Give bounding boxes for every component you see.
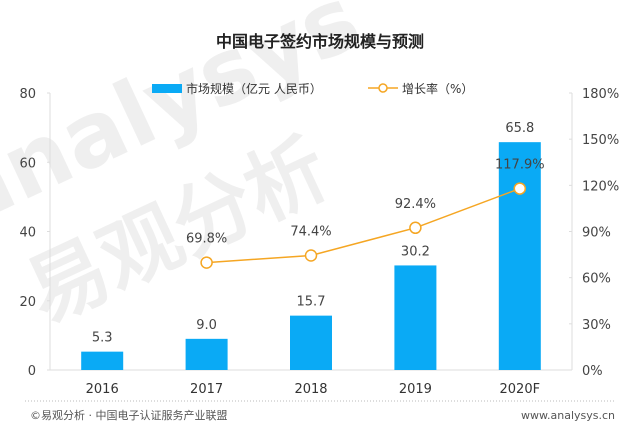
bar-value-label: 15.7	[297, 295, 326, 310]
bar-value-label: 30.2	[401, 244, 430, 259]
legend-bar-label: 市场规模（亿元 人民币）	[186, 81, 322, 96]
bar	[498, 142, 541, 370]
right-tick-label: 30%	[582, 318, 611, 333]
legend-bar-swatch	[152, 84, 182, 93]
growth-point	[200, 256, 213, 269]
left-tick-label: 40	[19, 226, 36, 241]
growth-value-label: 117.9%	[495, 158, 545, 173]
growth-line	[206, 187, 521, 264]
x-tick-label: 2020F	[500, 382, 541, 397]
bar-value-label: 5.3	[92, 331, 113, 346]
right-axis-ticks: 0% 30% 60% 90% 120% 150% 180%	[569, 87, 619, 379]
bar	[81, 351, 124, 370]
growth-point	[304, 249, 318, 262]
right-tick-label: 120%	[582, 179, 619, 194]
bar	[394, 265, 437, 370]
legend-line-label: 增长率（%）	[402, 81, 473, 96]
bar	[185, 338, 228, 370]
left-tick-label: 60	[19, 156, 36, 171]
growth-value-label: 69.8%	[186, 232, 227, 247]
right-tick-label: 180%	[582, 87, 619, 102]
left-tick-label: 80	[19, 87, 36, 102]
bar	[290, 315, 332, 370]
growth-value-label: 92.4%	[395, 197, 436, 212]
legend-line-marker	[378, 83, 388, 93]
x-tick-label: 2019	[399, 382, 432, 397]
growth-point	[409, 221, 422, 235]
right-tick-label: 90%	[582, 226, 611, 241]
bar-series: 5.3 9.0 15.7 30.2 65.8	[81, 121, 541, 370]
right-tick-label: 150%	[582, 133, 619, 148]
x-tick-label: 2018	[294, 382, 327, 397]
growth-point	[513, 182, 527, 195]
watermark: analysys 易观分析	[0, 0, 375, 341]
legend: 市场规模（亿元 人民币） 增长率（%）	[152, 81, 473, 96]
left-tick-label: 0	[28, 364, 36, 379]
right-tick-label: 0%	[582, 364, 603, 379]
left-tick-label: 20	[19, 295, 36, 310]
line-series: 69.8% 74.4% 92.4% 117.9%	[186, 158, 545, 269]
bar-value-label: 9.0	[196, 318, 217, 333]
x-axis-ticks: 2016 2017 2018 2019 2020F	[86, 382, 540, 397]
left-axis-ticks: 0 20 40 60 80	[19, 87, 50, 379]
bar-value-label: 65.8	[505, 121, 534, 136]
x-tick-label: 2016	[86, 382, 119, 397]
chart-title: 中国电子签约市场规模与预测	[216, 32, 424, 51]
right-tick-label: 60%	[582, 272, 611, 287]
footer-website: www.analysys.cn	[521, 409, 615, 422]
x-tick-label: 2017	[190, 382, 223, 397]
footer-source: ©易观分析 · 中国电子认证服务产业联盟	[30, 408, 228, 422]
growth-value-label: 74.4%	[290, 225, 331, 240]
